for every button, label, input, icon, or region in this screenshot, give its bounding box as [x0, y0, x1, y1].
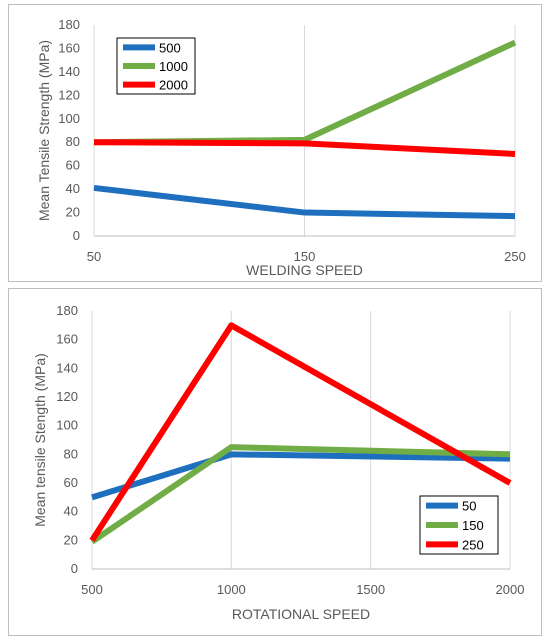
legend-label-500: 500: [159, 40, 181, 55]
y-tick-label: 20: [64, 532, 78, 547]
y-tick-label: 180: [56, 303, 78, 318]
y-tick-label: 120: [58, 87, 80, 102]
y-tick-label: 0: [71, 561, 78, 576]
series-line-50: [91, 451, 511, 501]
y-tick-label: 60: [66, 158, 80, 173]
rotational-speed-chart: 500 1000 1500 2000 0 20 40 60 80 100 120 140 160 180 R…: [8, 288, 542, 636]
y-tick-label: 180: [58, 17, 80, 32]
y-tick-label: 60: [64, 475, 78, 490]
y-tick-label: 80: [66, 134, 80, 149]
y-tick-label: 20: [66, 205, 80, 220]
y-tick-label: 40: [64, 504, 78, 519]
legend-label-150: 150: [462, 518, 484, 533]
y-tick-label: 80: [64, 446, 78, 461]
x-tick-label: 1000: [217, 582, 246, 597]
legend-label-1000: 1000: [159, 59, 188, 74]
series-line-150: [90, 444, 511, 545]
x-tick-label: 500: [81, 582, 103, 597]
welding-speed-chart: 50 150 250 0 20 40 60 80 100 120 140 160 180 WELDING …: [8, 4, 542, 282]
x-tick-label: 150: [294, 249, 316, 264]
welding-speed-chart-svg: 50 150 250 0 20 40 60 80 100 120 140 160 180 WELDING …: [36, 17, 526, 278]
x-axis-title: WELDING SPEED: [246, 262, 363, 278]
y-axis-title: Mean Tensile Strength (MPa): [36, 40, 52, 221]
x-tick-label: 1500: [356, 582, 385, 597]
legend-label-2000: 2000: [159, 78, 188, 93]
y-tick-label: 40: [66, 181, 80, 196]
y-tick-label: 0: [73, 228, 80, 243]
y-axis-title: Mean tensile Stength (MPa): [32, 353, 48, 527]
y-tick-label: 100: [58, 111, 80, 126]
series-line-500: [93, 184, 516, 220]
y-tick-label: 140: [56, 360, 78, 375]
x-tick-label: 2000: [496, 582, 525, 597]
y-tick-label: 160: [58, 40, 80, 55]
legend-label-250: 250: [462, 537, 484, 552]
series-line-250: [89, 322, 512, 542]
x-axis-title: ROTATIONAL SPEED: [232, 606, 370, 622]
rotational-speed-chart-svg: 500 1000 1500 2000 0 20 40 60 80 100 120 140 160 180 R…: [32, 303, 525, 622]
x-tick-label: 250: [504, 249, 526, 264]
y-tick-label: 140: [58, 64, 80, 79]
series-line-2000: [93, 139, 516, 157]
x-tick-label: 50: [87, 249, 101, 264]
y-tick-label: 160: [56, 332, 78, 347]
y-tick-label: 100: [56, 418, 78, 433]
legend-label-50: 50: [462, 499, 476, 514]
y-tick-label: 120: [56, 389, 78, 404]
